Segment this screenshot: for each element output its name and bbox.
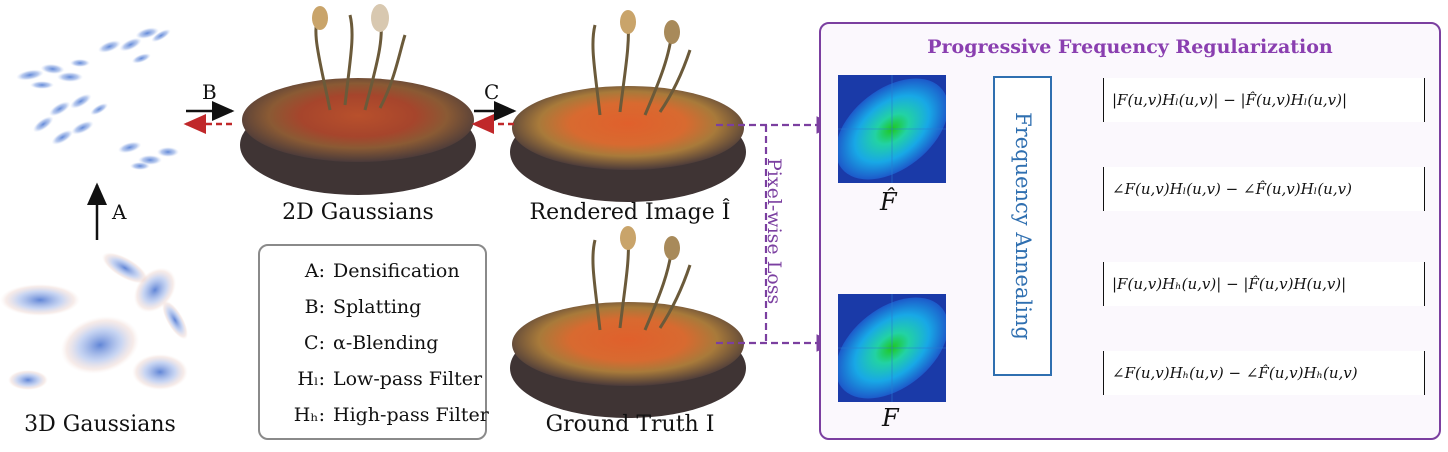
legend-desc: Low-pass Filter (333, 368, 483, 390)
legend-desc: High-pass Filter (333, 404, 489, 426)
formula-high-phase: ∠F(u,v)Hₕ(u,v) − ∠F̂(u,v)Hₕ(u,v) (1103, 351, 1425, 395)
pixel-wise-loss-label: Pixel-wise Loss (763, 158, 785, 305)
frequency-annealing-label: Frequency Annealing (1010, 112, 1035, 340)
spectrum-label: F (882, 404, 899, 432)
frequency-annealing-box: Frequency Annealing (993, 76, 1052, 376)
arrow-label-b: B (202, 80, 217, 104)
legend-key: C: (304, 332, 325, 354)
panel-title: Progressive Frequency Regularization (927, 36, 1333, 58)
legend-box: A: Densification B: Splatting C: α-Blend… (258, 244, 489, 440)
flower-bed-2d (240, 4, 476, 195)
caption-2d-gaussians: 2D Gaussians (282, 200, 434, 225)
legend-desc: α-Blending (333, 332, 439, 354)
formula-high-magnitude: |F(u,v)Hₕ(u,v)| − |F̂(u,v)H(u,v)| (1103, 262, 1425, 306)
formula-low-magnitude: |F(u,v)Hₗ(u,v)| − |F̂(u,v)Hₗ(u,v)| (1103, 78, 1425, 122)
legend-desc: Splatting (333, 296, 422, 318)
legend-key: Hₗ: (297, 368, 325, 390)
formula-low-phase: ∠F(u,v)Hₗ(u,v) − ∠F̂(u,v)Hₗ(u,v) (1103, 167, 1425, 211)
spectrum-hat-label: F̂ (880, 188, 897, 216)
caption-3d-gaussians: 3D Gaussians (24, 412, 176, 437)
flower-bed-rendered (510, 10, 746, 202)
small-gaussians (16, 27, 179, 170)
caption-ground-truth: Ground Truth I (545, 412, 715, 437)
flower-bed-ground-truth (510, 226, 746, 418)
arrow-label-a: A (112, 200, 127, 224)
legend-key: A: (304, 260, 325, 282)
legend-key: Hₕ: (293, 404, 325, 426)
legend-desc: Densification (333, 260, 460, 282)
caption-rendered-image: Rendered Image Î (529, 200, 731, 225)
large-gaussians (0, 252, 188, 390)
legend-key: B: (304, 296, 325, 318)
spectrum-hat-image (838, 75, 946, 183)
arrow-label-c: C (484, 80, 500, 104)
spectrum-image (838, 294, 946, 402)
